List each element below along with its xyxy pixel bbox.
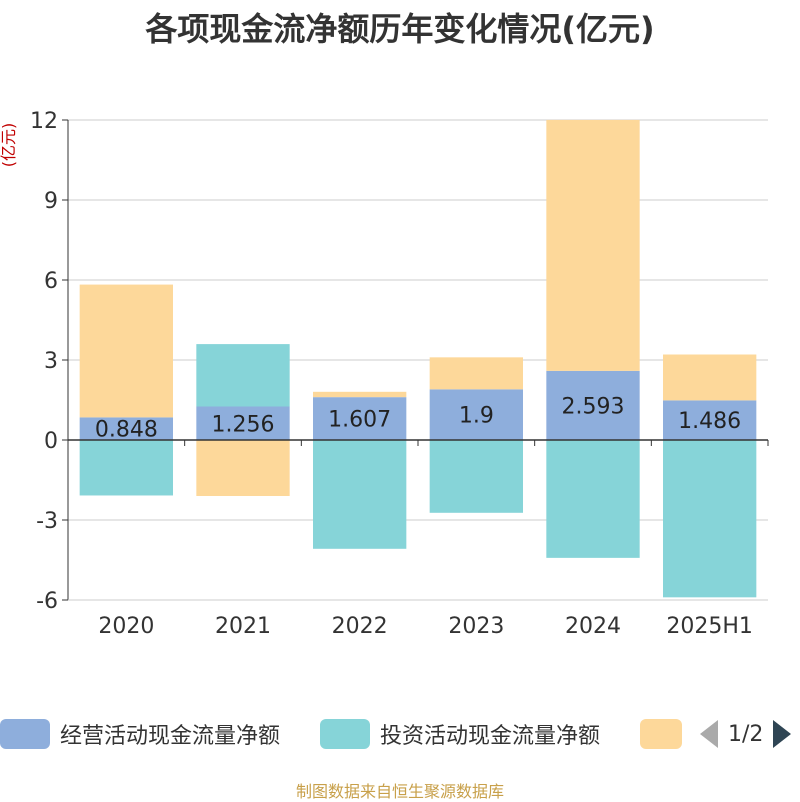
x-tick-label: 2025H1 [666, 614, 753, 639]
legend-label-investing: 投资活动现金流量净额 [380, 724, 601, 749]
y-tick-label: 0 [44, 429, 58, 454]
bar-series1-2023 [429, 389, 523, 440]
data-label: 0.848 [95, 418, 158, 443]
x-tick-label: 2020 [98, 614, 154, 639]
bar-series1-2021 [196, 406, 290, 440]
legend-swatch-investing [320, 719, 370, 749]
bar-series3-2021 [196, 440, 290, 496]
x-tick-label: 2023 [448, 614, 504, 639]
data-label: 1.256 [212, 412, 275, 437]
y-tick-label: 6 [44, 269, 58, 294]
legend-item-operating[interactable]: 经营活动现金流量净额 [0, 716, 280, 752]
legend-pager: 1/2 [700, 716, 792, 752]
bar-series2-2021 [196, 344, 290, 407]
y-tick-label: -3 [36, 509, 58, 534]
bar-series3-2020 [79, 284, 173, 418]
bar-series3-2025H1 [663, 354, 757, 401]
y-tick-label: 9 [44, 189, 58, 214]
bar-series2-2023 [429, 440, 523, 513]
legend-item-investing[interactable]: 投资活动现金流量净额 [320, 716, 600, 752]
x-tick-label: 2021 [215, 614, 271, 639]
data-label: 1.486 [678, 409, 741, 434]
pager-page-indicator: 1/2 [728, 721, 764, 747]
x-tick-label: 2022 [332, 614, 388, 639]
y-tick-label: 12 [30, 109, 58, 134]
pager-next-icon[interactable] [773, 720, 792, 748]
bar-series1-2022 [313, 397, 407, 440]
chart-title: 各项现金流净额历年变化情况(亿元) [145, 10, 655, 48]
bar-series1-2024 [546, 370, 640, 440]
pager-prev-icon[interactable] [700, 720, 718, 748]
legend-label-operating: 经营活动现金流量净额 [60, 724, 281, 749]
bar-series2-2020 [79, 440, 173, 496]
y-axis-unit-label: (亿元) [0, 123, 18, 168]
bars [79, 119, 757, 598]
bar-series2-2022 [313, 440, 407, 549]
bar-series3-2022 [313, 391, 407, 398]
x-tick-label: 2024 [565, 614, 621, 639]
legend: 经营活动现金流量净额 投资活动现金流量净额 1/2 [0, 716, 800, 756]
labels: 0.848 1.256 1.607 1.9 2.593 1.486 [95, 394, 741, 442]
y-tick-label: -6 [36, 589, 58, 614]
legend-swatch-operating [0, 719, 50, 749]
bar-series3-2024 [546, 119, 640, 371]
legend-item-financing[interactable] [640, 716, 682, 752]
source-note: 制图数据来自恒生聚源数据库 [295, 782, 504, 801]
bar-series2-2024 [546, 440, 640, 558]
data-label: 1.607 [328, 408, 391, 433]
axes: 12 9 6 3 0 -3 -6 2020 2021 2022 2023 2024 2025H1 [30, 109, 769, 639]
bar-series2-2025H1 [663, 440, 757, 598]
y-tick-label: 3 [44, 349, 58, 374]
legend-swatch-financing [640, 719, 682, 749]
data-label: 2.593 [562, 394, 625, 419]
bar-series3-2023 [429, 357, 523, 390]
bar-series1-2025H1 [663, 400, 757, 440]
data-label: 1.9 [459, 404, 494, 429]
bar-series1-2020 [79, 417, 173, 440]
